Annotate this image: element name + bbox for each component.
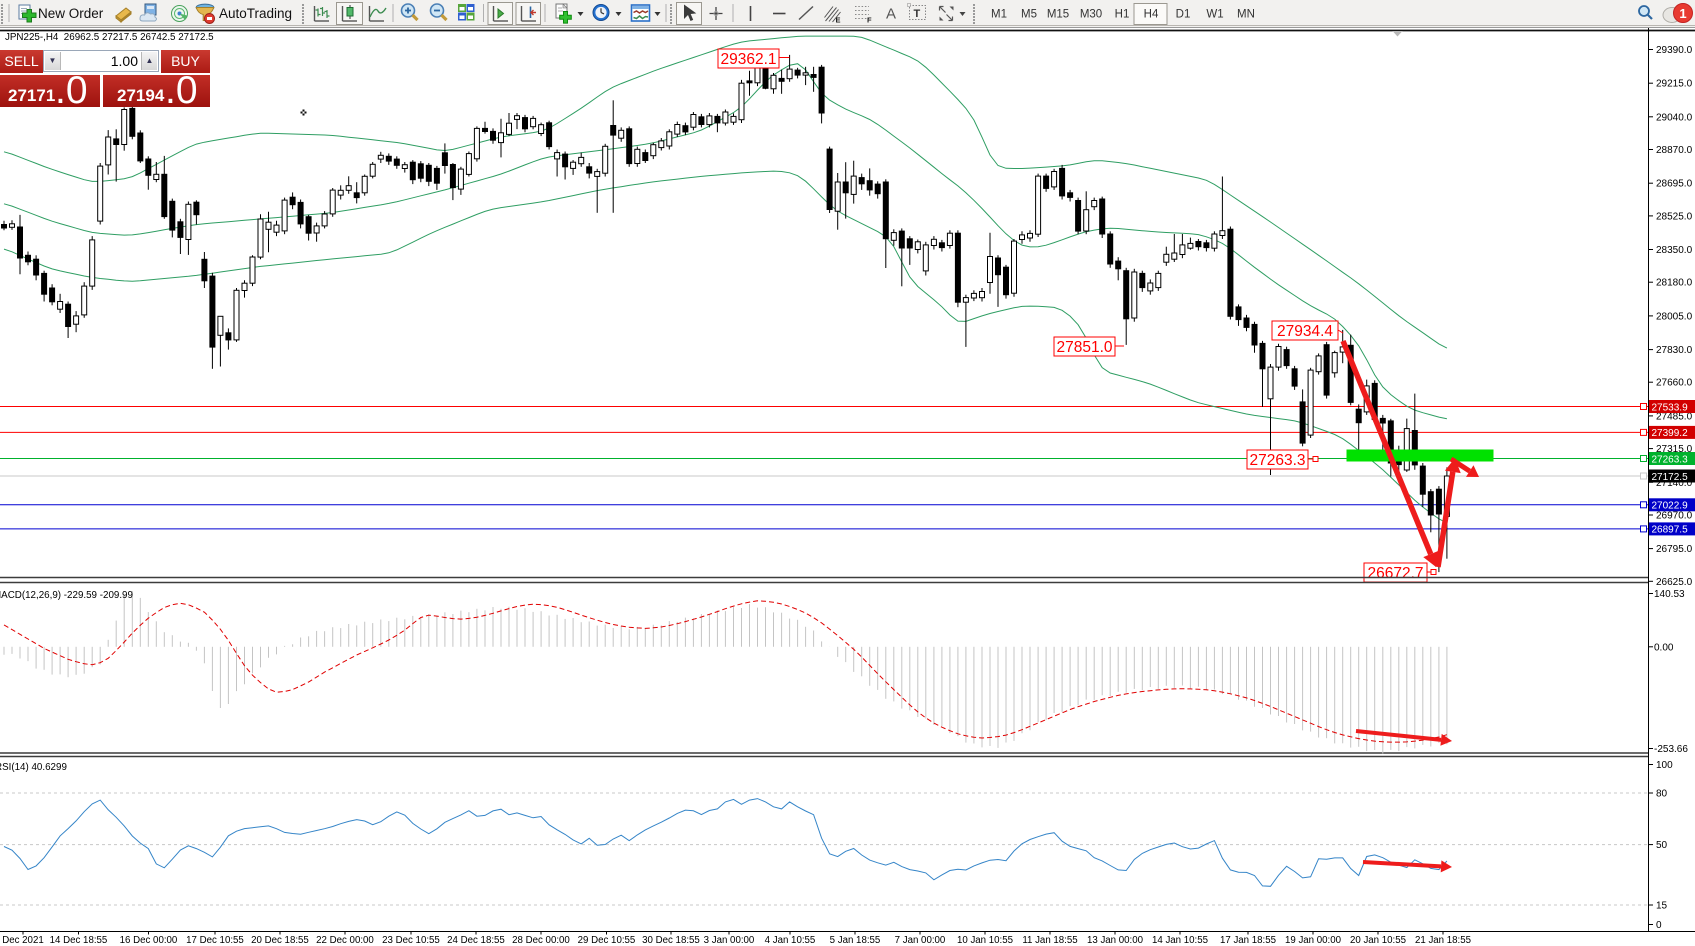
- svg-text:20 Jan 10:55: 20 Jan 10:55: [1350, 935, 1406, 946]
- svg-text:24 Dec 18:55: 24 Dec 18:55: [447, 935, 505, 946]
- svg-text:T: T: [914, 8, 921, 20]
- svg-text:16 Dec 00:00: 16 Dec 00:00: [120, 935, 178, 946]
- svg-text:27830.0: 27830.0: [1656, 345, 1693, 356]
- svg-text:19 Jan 00:00: 19 Jan 00:00: [1285, 935, 1342, 946]
- svg-text:5 Jan 18:55: 5 Jan 18:55: [830, 935, 881, 946]
- svg-text:21 Jan 18:55: 21 Jan 18:55: [1415, 935, 1471, 946]
- svg-text:27485.0: 27485.0: [1656, 411, 1693, 422]
- svg-text:22 Dec 00:00: 22 Dec 00:00: [316, 935, 374, 946]
- svg-text:20 Dec 18:55: 20 Dec 18:55: [251, 935, 309, 946]
- svg-text:15: 15: [1656, 901, 1668, 912]
- svg-text:23 Dec 10:55: 23 Dec 10:55: [382, 935, 440, 946]
- svg-text:29390.0: 29390.0: [1656, 45, 1693, 56]
- svg-text:29215.0: 29215.0: [1656, 79, 1693, 90]
- svg-text:28350.0: 28350.0: [1656, 245, 1693, 256]
- svg-text:JPN225-,H4 26962.5 27217.5 26: JPN225-,H4 26962.5 27217.5 26742.5 27172…: [5, 32, 214, 43]
- svg-text:H1: H1: [1115, 9, 1130, 21]
- svg-text:-253.66: -253.66: [1654, 744, 1688, 755]
- svg-text:27934.4: 27934.4: [1277, 323, 1333, 340]
- svg-text:0.00: 0.00: [1654, 642, 1674, 653]
- svg-text:M5: M5: [1021, 9, 1037, 21]
- svg-text:E: E: [836, 16, 841, 25]
- svg-text:27172.5: 27172.5: [1652, 472, 1689, 483]
- svg-text:RSI(14) 40.6299: RSI(14) 40.6299: [0, 762, 67, 773]
- svg-text:29362.1: 29362.1: [720, 51, 776, 68]
- svg-text:14 Dec 18:55: 14 Dec 18:55: [50, 935, 108, 946]
- svg-text:28180.0: 28180.0: [1656, 278, 1693, 289]
- svg-text:80: 80: [1656, 789, 1668, 800]
- svg-text:M15: M15: [1047, 9, 1069, 21]
- svg-text:27022.9: 27022.9: [1652, 501, 1689, 512]
- svg-text:H4: H4: [1144, 9, 1159, 21]
- svg-text:10 Jan 10:55: 10 Jan 10:55: [957, 935, 1013, 946]
- svg-text:28525.0: 28525.0: [1656, 211, 1693, 222]
- svg-text:27399.2: 27399.2: [1652, 428, 1689, 439]
- svg-text:17 Dec 10:55: 17 Dec 10:55: [186, 935, 244, 946]
- svg-text:Dec 2021: Dec 2021: [2, 935, 43, 946]
- svg-text:3 Jan 00:00: 3 Jan 00:00: [704, 935, 755, 946]
- svg-text:New Order: New Order: [38, 6, 104, 21]
- svg-text:27851.0: 27851.0: [1056, 339, 1112, 356]
- svg-text:14 Jan 10:55: 14 Jan 10:55: [1152, 935, 1208, 946]
- svg-text:27140.0: 27140.0: [1656, 478, 1693, 489]
- svg-text:W1: W1: [1206, 9, 1223, 21]
- svg-text:50: 50: [1656, 840, 1668, 851]
- svg-text:17 Jan 18:55: 17 Jan 18:55: [1220, 935, 1276, 946]
- svg-text:100: 100: [1656, 760, 1673, 771]
- svg-text:1: 1: [1679, 6, 1686, 21]
- svg-text:M30: M30: [1080, 9, 1102, 21]
- svg-text:4 Jan 10:55: 4 Jan 10:55: [765, 935, 816, 946]
- svg-text:29040.0: 29040.0: [1656, 112, 1693, 123]
- svg-text:26970.0: 26970.0: [1656, 511, 1693, 522]
- svg-text:140.53: 140.53: [1654, 589, 1685, 600]
- svg-text:27315.0: 27315.0: [1656, 444, 1693, 455]
- svg-text:D1: D1: [1176, 9, 1191, 21]
- svg-text:28 Dec 00:00: 28 Dec 00:00: [512, 935, 570, 946]
- svg-text:28005.0: 28005.0: [1656, 311, 1693, 322]
- svg-text:27263.3: 27263.3: [1249, 452, 1305, 469]
- svg-text:11 Jan 18:55: 11 Jan 18:55: [1022, 935, 1077, 946]
- svg-text:26672.7: 26672.7: [1367, 565, 1423, 582]
- svg-text:27263.3: 27263.3: [1652, 454, 1689, 465]
- svg-text:F: F: [867, 16, 872, 25]
- svg-text:MACD(12,26,9) -229.59 -209.99: MACD(12,26,9) -229.59 -209.99: [0, 590, 133, 601]
- svg-text:A: A: [886, 6, 896, 23]
- svg-text:29 Dec 10:55: 29 Dec 10:55: [578, 935, 636, 946]
- svg-text:26795.0: 26795.0: [1656, 544, 1693, 555]
- svg-text:MN: MN: [1237, 9, 1255, 21]
- svg-text:30 Dec 18:55: 30 Dec 18:55: [642, 935, 700, 946]
- svg-text:26897.5: 26897.5: [1652, 525, 1689, 536]
- svg-text:27660.0: 27660.0: [1656, 378, 1693, 389]
- svg-text:AutoTrading: AutoTrading: [219, 6, 292, 21]
- svg-text:0: 0: [1656, 920, 1662, 931]
- svg-text:26625.0: 26625.0: [1656, 577, 1693, 588]
- svg-text:7 Jan 00:00: 7 Jan 00:00: [895, 935, 946, 946]
- svg-text:27533.9: 27533.9: [1652, 402, 1689, 413]
- svg-text:13 Jan 00:00: 13 Jan 00:00: [1087, 935, 1144, 946]
- svg-text:M1: M1: [991, 9, 1007, 21]
- svg-text:28870.0: 28870.0: [1656, 145, 1693, 156]
- svg-text:28695.0: 28695.0: [1656, 179, 1693, 190]
